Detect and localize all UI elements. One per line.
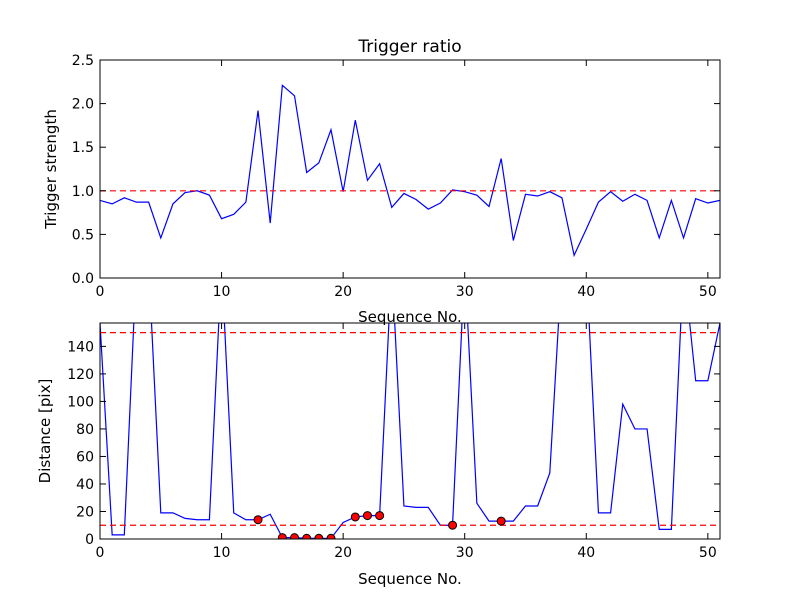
chart-title: Trigger ratio: [357, 37, 461, 57]
distance-selected-point: [448, 520, 458, 530]
distance-y-axis-label: Distance [pix]: [36, 379, 54, 484]
distance-selected-point: [326, 533, 336, 539]
trigger-y-tick-label: 1.0: [72, 184, 94, 200]
trigger-y-tick-label: 2.0: [72, 97, 94, 113]
distance-selected-point: [496, 516, 506, 526]
trigger-x-tick-label: 40: [577, 284, 595, 300]
trigger-x-tick-label: 0: [96, 284, 105, 300]
trigger-ratio-panel: Trigger ratio 0 10 20 30 40 50 0.0 0.5 1.0 1.5 2.0…: [42, 37, 721, 326]
distance-y-tick-label: 20: [76, 504, 94, 520]
trigger-x-tick-label: 50: [699, 284, 717, 300]
distance-y-tick-label: 60: [76, 449, 94, 465]
trigger-x-tick-label: 30: [456, 284, 474, 300]
distance-y-tick-label: 0: [85, 532, 94, 548]
distance-selected-point: [362, 511, 372, 521]
distance-selected-point: [290, 533, 300, 539]
distance-x-tick-label: 10: [213, 545, 231, 561]
distance-selected-point: [253, 515, 263, 525]
trigger-y-axis-label: Trigger strength: [42, 109, 60, 230]
trigger-axes-frame: [99, 59, 721, 279]
distance-axes-frame: [99, 322, 721, 540]
distance-clipped-marks: [100, 323, 720, 539]
distance-x-tick-label: 40: [577, 545, 595, 561]
trigger-plot-area: [100, 84, 720, 258]
distance-y-tick-label: 40: [76, 477, 94, 493]
distance-y-tick-label: 140: [67, 339, 94, 355]
distance-selected-point: [314, 533, 324, 539]
distance-x-tick-label: 20: [334, 545, 352, 561]
trigger-x-axis-label: Sequence No.: [358, 308, 462, 326]
distance-selected-point: [302, 533, 312, 539]
distance-selected-point: [277, 533, 287, 539]
distance-series-line: [100, 323, 720, 539]
distance-x-tick-label: 30: [456, 545, 474, 561]
distance-x-tick-label: 0: [96, 545, 105, 561]
distance-y-tick-label: 100: [67, 394, 94, 410]
distance-panel: 0 10 20 30 40 50 0 20 40 60 80 100 120 140 Sequence N…: [36, 322, 721, 588]
trigger-clipped-marks: [100, 84, 720, 258]
distance-y-tick-label: 120: [67, 367, 94, 383]
distance-plot-area: [100, 323, 720, 539]
distance-x-axis-label: Sequence No.: [358, 570, 462, 588]
trigger-ticks: 0 10 20 30 40 50 0.0 0.5 1.0 1.5 2.0 2.5: [72, 53, 720, 300]
distance-selected-point: [350, 512, 360, 522]
trigger-x-tick-label: 20: [334, 284, 352, 300]
trigger-y-tick-label: 0.0: [72, 271, 94, 287]
trigger-x-tick-label: 10: [213, 284, 231, 300]
trigger-y-tick-label: 2.5: [72, 53, 94, 69]
distance-y-tick-label: 80: [76, 422, 94, 438]
distance-x-tick-label: 50: [699, 545, 717, 561]
distance-selected-point: [375, 511, 385, 521]
trigger-y-tick-label: 1.5: [72, 140, 94, 156]
distance-ticks: 0 10 20 30 40 50 0 20 40 60 80 100 120 140: [67, 323, 720, 561]
trigger-y-tick-label: 0.5: [72, 227, 94, 243]
trigger-series-line: [100, 84, 720, 258]
